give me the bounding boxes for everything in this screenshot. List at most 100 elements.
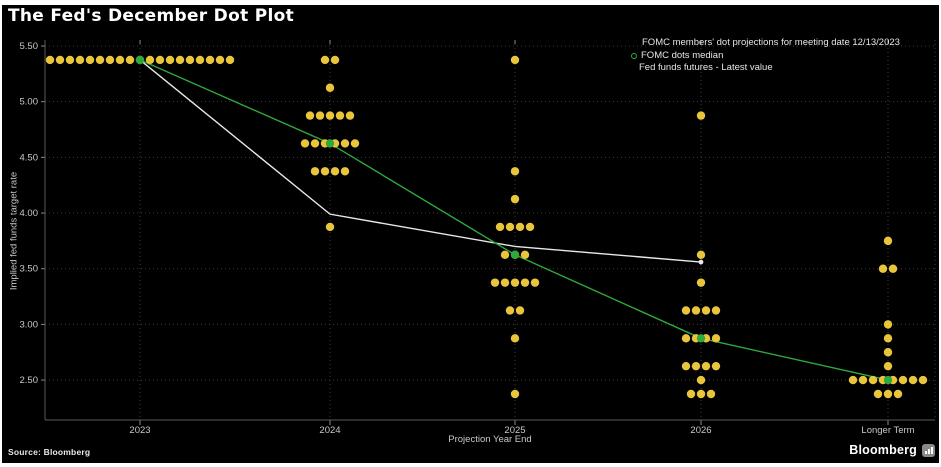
bloomberg-branding: Bloomberg (849, 443, 935, 457)
fomc-dot (165, 55, 175, 65)
fomc-dot (105, 55, 115, 65)
fomc-dot (345, 111, 355, 120)
legend-item-fomc-dots: FOMC members' dot projections for meetin… (631, 37, 900, 50)
fomc-dot (185, 55, 195, 65)
fomc-dot (145, 55, 155, 65)
fomc-dot (340, 167, 350, 176)
x-tick-label: 2026 (690, 425, 711, 436)
bloomberg-terminal-icon (922, 443, 935, 457)
dot-plot-chart: 5.50 5.00 4.50 4.00 3.50 3.00 2.50 2023 2024 2025… (20, 40, 936, 436)
fomc-dot (340, 139, 350, 148)
fomc-dot (515, 306, 525, 315)
legend-item-median: FOMC dots median (631, 50, 900, 63)
fomc-dot (711, 361, 721, 371)
fomc-dot (510, 334, 520, 343)
fomc-dot (305, 111, 315, 120)
fomc-dot (883, 236, 893, 246)
fomc-dot (300, 139, 310, 148)
y-tick-label: 5.50 (20, 41, 39, 52)
fomc-dot (878, 264, 888, 273)
futures-line (139, 59, 702, 263)
fomc-dot (510, 389, 520, 399)
fomc-dot (225, 55, 235, 65)
fomc-dot (205, 55, 215, 65)
fomc-dot (495, 222, 505, 232)
fomc-dot (510, 194, 520, 204)
fomc-dot (310, 167, 320, 176)
fomc-dot (696, 250, 706, 259)
fomc-dot (893, 389, 903, 399)
fomc-dot (65, 55, 75, 65)
fomc-dot (510, 278, 520, 287)
fomc-dot (530, 278, 540, 287)
fomc-dot (898, 375, 908, 385)
fomc-dot (500, 278, 510, 287)
bloomberg-wordmark: Bloomberg (849, 443, 917, 457)
fomc-dot (686, 389, 696, 399)
x-axis-title: Projection Year End (448, 434, 532, 445)
x-tick-label: 2024 (319, 425, 340, 436)
fomc-dot (330, 55, 340, 65)
white-dot-icon (631, 66, 635, 70)
fomc-dot (115, 55, 125, 65)
fomc-dot (868, 375, 878, 385)
fomc-dot (175, 55, 185, 65)
y-axis-title: Implied fed funds target rate (8, 171, 20, 291)
fomc-dot (873, 389, 883, 399)
fomc-dot (883, 361, 893, 371)
yellow-dot-icon (631, 40, 638, 47)
fomc-dot (325, 111, 335, 120)
median-dot (883, 375, 893, 385)
fomc-dot (681, 334, 691, 343)
fomc-dot (325, 83, 335, 92)
x-tick-label: Longer Term (861, 425, 914, 436)
y-tick-label: 4.00 (20, 208, 39, 219)
legend-label: FOMC members' dot projections for meetin… (642, 37, 900, 48)
fomc-dot (858, 375, 868, 385)
fomc-dot (696, 278, 706, 287)
fomc-dot (505, 306, 515, 315)
fomc-dot (320, 167, 330, 176)
fomc-dot (85, 55, 95, 65)
legend-item-futures: Fed funds futures - Latest value (631, 62, 900, 75)
fomc-dot (888, 264, 898, 273)
median-line (139, 59, 889, 381)
fomc-dot (45, 55, 55, 65)
fomc-dot (681, 361, 691, 371)
fomc-dot (696, 389, 706, 399)
x-tick-label: 2025 (504, 425, 525, 436)
fomc-dot (696, 111, 706, 120)
fomc-dot (330, 167, 340, 176)
fomc-dot (711, 306, 721, 315)
fomc-dot (691, 361, 701, 371)
y-tick-label: 3.50 (20, 264, 39, 275)
chart-legend: FOMC members' dot projections for meetin… (631, 37, 900, 75)
fomc-dot (515, 222, 525, 232)
fomc-dot (510, 55, 520, 65)
fomc-dot (490, 278, 500, 287)
chart-card (2, 5, 939, 463)
fomc-dot (350, 139, 360, 148)
fomc-dot (918, 375, 928, 385)
y-tick-label: 4.50 (20, 152, 39, 163)
fomc-dot (908, 375, 918, 385)
median-dot (135, 55, 145, 65)
fomc-dot (310, 139, 320, 148)
page-title: The Fed's December Dot Plot (8, 6, 295, 26)
fomc-dot (55, 55, 65, 65)
fomc-dot (520, 278, 530, 287)
fomc-dot (696, 375, 706, 385)
y-tick-label: 2.50 (20, 375, 39, 386)
median-dot (325, 139, 335, 148)
fomc-dot (215, 55, 225, 65)
fomc-dot (681, 306, 691, 315)
y-tick-label: 3.00 (20, 319, 39, 330)
y-tick-label: 5.00 (20, 97, 39, 108)
fomc-dot (95, 55, 105, 65)
legend-label: FOMC dots median (641, 49, 724, 61)
median-dot (510, 250, 520, 259)
fomc-dot (711, 334, 721, 343)
fomc-dot (525, 222, 535, 232)
fomc-dot (691, 306, 701, 315)
